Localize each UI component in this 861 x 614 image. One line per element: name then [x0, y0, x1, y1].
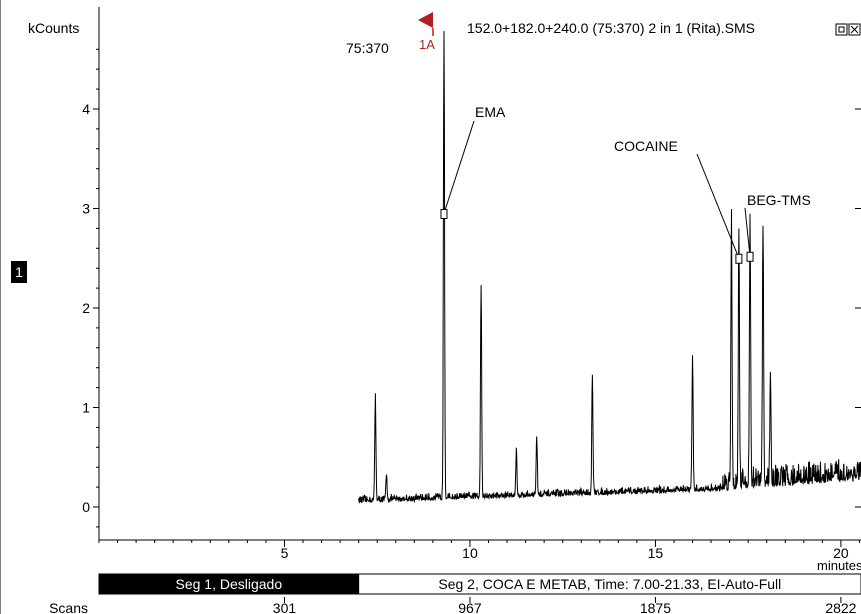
trace-layer	[358, 30, 861, 504]
y-tick-label: 4	[82, 101, 90, 117]
annotation-label: COCAINE	[614, 138, 678, 154]
peak-marker-box[interactable]	[746, 251, 754, 262]
y-tick-label: 3	[82, 201, 90, 217]
segment-label: Seg 2, COCA E METAB, Time: 7.00-21.33, E…	[438, 576, 781, 592]
segment-block[interactable]	[358, 573, 861, 595]
x-tick-label: 5	[281, 545, 289, 561]
annotation-leader-line	[744, 207, 751, 257]
x-tick-label: 10	[462, 545, 478, 561]
annotation-leader-line	[696, 153, 740, 259]
peak-marker-box[interactable]	[735, 253, 743, 264]
peak-range-label: 75:370	[346, 40, 389, 56]
x-tick-label: 15	[648, 545, 664, 561]
scans-ticks: 301 967 1875 2822	[273, 597, 857, 614]
x-tick-label: 20	[833, 545, 849, 561]
y-tick-label: 1	[82, 400, 90, 416]
scan-tick-label: 967	[458, 600, 482, 614]
segment-label: Seg 1, Desligado	[176, 576, 283, 592]
annotation-leader-line	[443, 120, 475, 214]
restore-icon[interactable]	[835, 23, 848, 36]
annotation-label: BEG-TMS	[747, 192, 811, 208]
scan-tick-label: 2822	[825, 600, 856, 614]
scan-tick-label: 1875	[640, 600, 671, 614]
peak-marker-flag[interactable]: 1A	[418, 12, 435, 52]
segment-bar: Seg 1, Desligado Seg 2, COCA E METAB, Tim…	[98, 573, 861, 595]
trace-number-badge[interactable]: 1	[11, 261, 27, 283]
flag-icon	[418, 12, 433, 28]
x-axis-label: minutes	[817, 558, 861, 573]
close-icon[interactable]	[848, 23, 861, 36]
y-tick-label: 2	[82, 300, 90, 316]
scans-label: Scans	[49, 600, 88, 614]
chart-title: 152.0+182.0+240.0 (75:370) 2 in 1 (Rita)…	[467, 20, 755, 36]
peak-marker-box[interactable]	[440, 208, 448, 219]
annotation-layer: EMA COCAINE BEG-TMS	[440, 104, 811, 264]
chromatogram-trace	[358, 30, 861, 504]
y-tick-label: 0	[82, 499, 90, 515]
trace-number-text: 1	[15, 264, 23, 280]
marker-label: 1A	[419, 37, 435, 52]
annotation-label: EMA	[475, 104, 506, 120]
y-axis-label: kCounts	[28, 20, 79, 36]
scan-tick-label: 301	[273, 600, 297, 614]
